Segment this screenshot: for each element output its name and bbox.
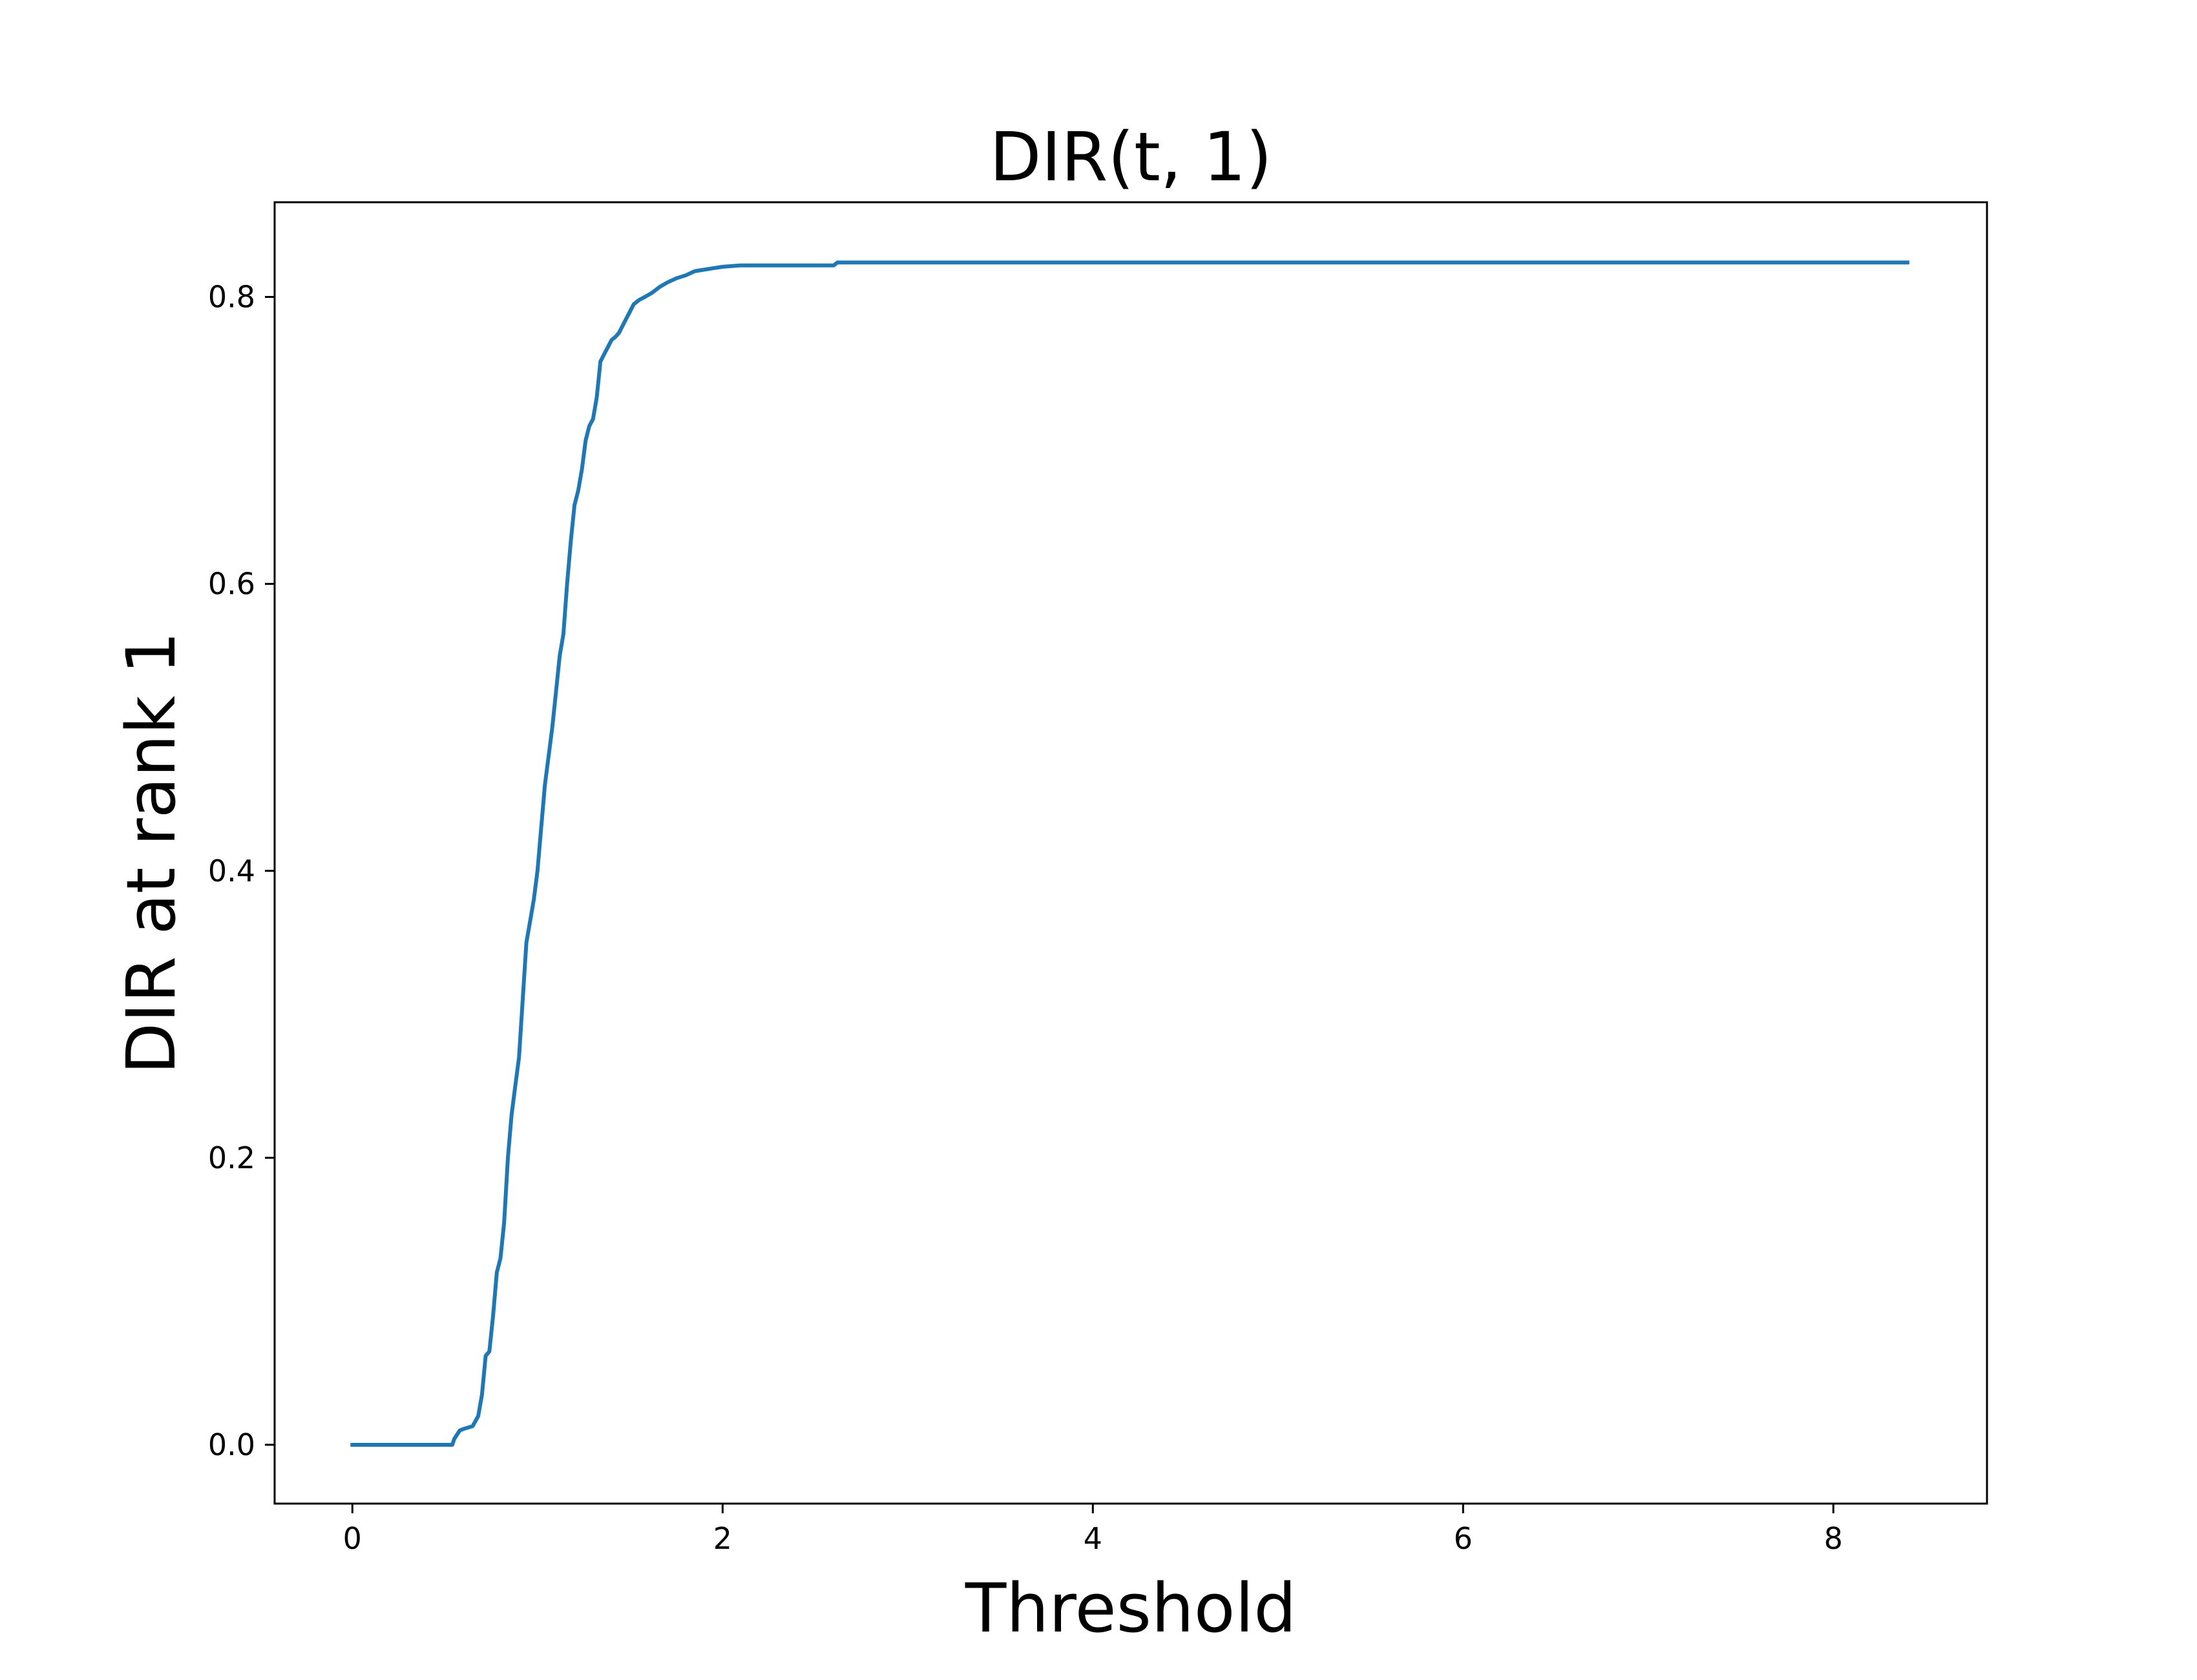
chart-title: DIR(t, 1) — [989, 118, 1272, 196]
y-tick-label: 0.8 — [208, 280, 255, 315]
y-tick-label: 0.2 — [208, 1140, 255, 1175]
x-tick-label: 2 — [713, 1521, 732, 1556]
x-axis-title: Threshold — [965, 1569, 1297, 1648]
y-axis-title: DIR at rank 1 — [112, 631, 191, 1075]
x-tick-label: 4 — [1084, 1521, 1102, 1556]
plot-frame — [273, 201, 1988, 1505]
x-tick-label: 0 — [343, 1521, 362, 1556]
x-tick-label: 6 — [1454, 1521, 1473, 1556]
x-axis-ticks: 0 2 4 6 8 — [343, 1504, 1843, 1556]
y-axis-ticks: 0.0 0.2 0.4 0.6 0.8 — [208, 280, 275, 1462]
y-tick-label: 0.0 — [208, 1427, 255, 1462]
x-tick-label: 8 — [1824, 1521, 1843, 1556]
series-line — [350, 260, 1909, 1447]
plot-area — [275, 202, 1987, 1504]
y-tick-label: 0.6 — [208, 567, 255, 602]
y-tick-label: 0.4 — [208, 854, 255, 888]
